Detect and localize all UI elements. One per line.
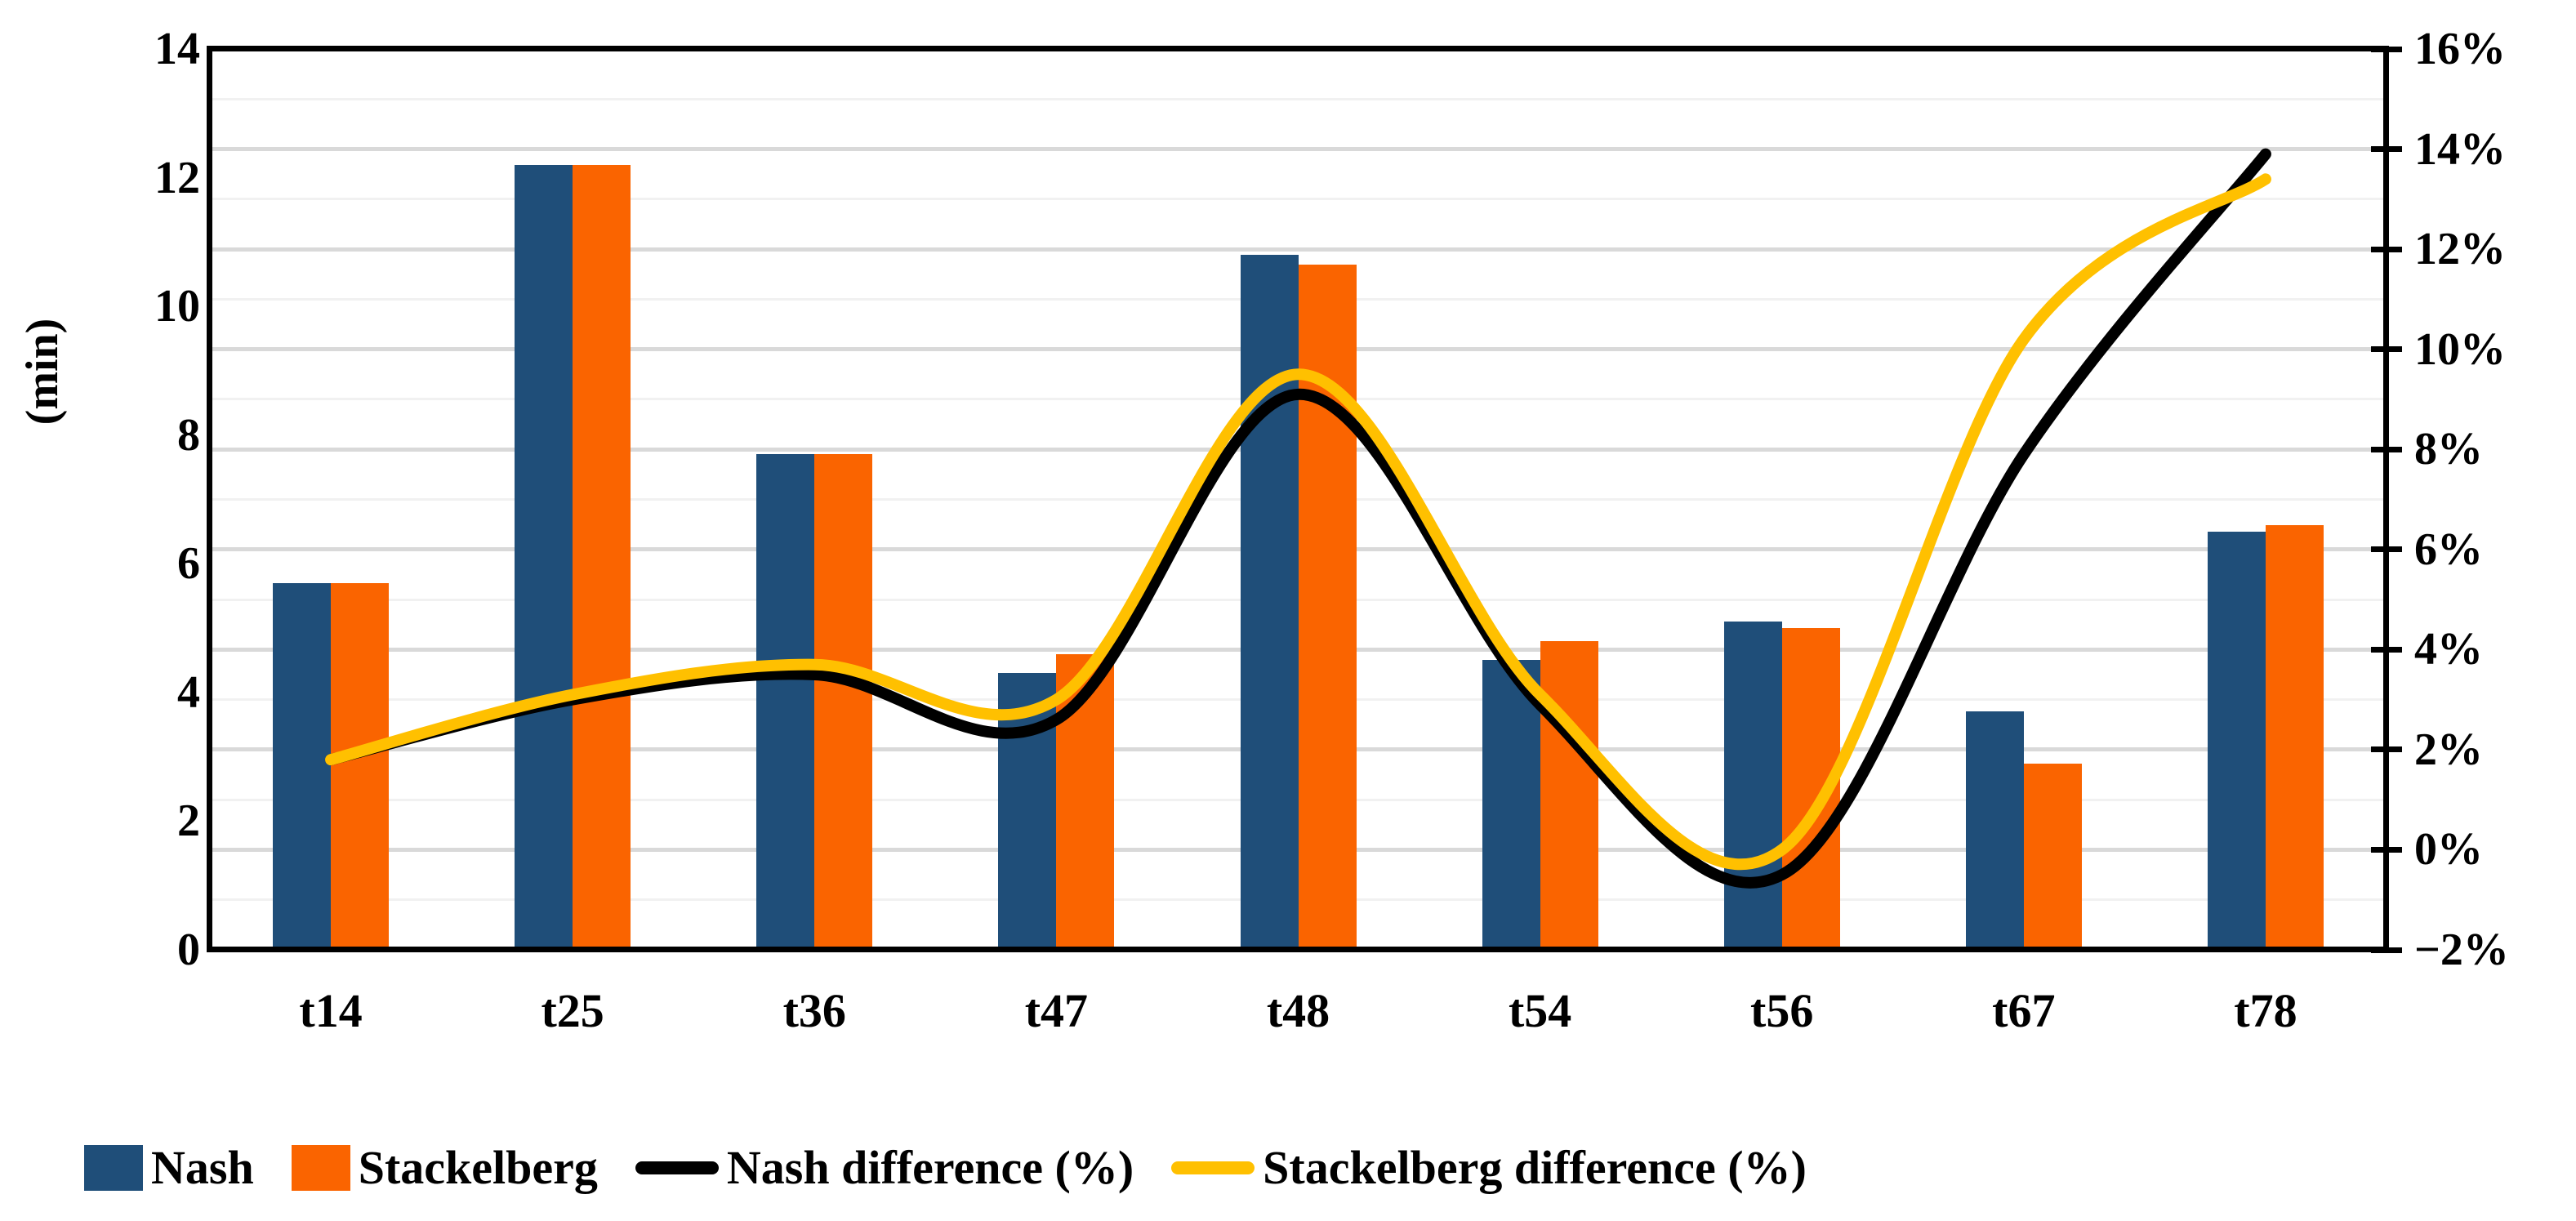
- legend-bar-swatch: [84, 1145, 143, 1191]
- right-axis-tick-mark: [2371, 146, 2402, 153]
- left-axis-tick-label: 6: [177, 538, 200, 590]
- major-gridline: [210, 147, 2387, 152]
- legend-label: Nash difference (%): [726, 1141, 1134, 1194]
- legend: Nash Stackelberg Nash difference (%) Stacke…: [84, 1131, 1807, 1205]
- bar-stackelberg-t54: [1540, 640, 1598, 950]
- legend-label: Stackelberg difference (%): [1263, 1141, 1807, 1194]
- x-label-t47: t47: [1024, 984, 1089, 1037]
- right-axis-tick-label: 12%: [2414, 224, 2506, 275]
- minor-gridline: [210, 97, 2387, 100]
- right-axis-tick-label: 2%: [2414, 724, 2483, 775]
- lines-layer: [325, 148, 2271, 889]
- right-axis-tick-label: 0%: [2414, 824, 2483, 876]
- bar-stackelberg-t25: [573, 164, 631, 950]
- bar-nash-t25: [515, 164, 573, 950]
- legend-line-swatch: [635, 1161, 719, 1174]
- left-axis-tick-label: 14: [154, 24, 200, 74]
- legend-item-stackelberg-difference: Stackelberg difference (%): [1171, 1135, 1807, 1201]
- right-axis-tick-label: 8%: [2414, 424, 2483, 475]
- stackelberg-difference-line: [325, 173, 2271, 871]
- x-label-t36: t36: [782, 984, 846, 1037]
- legend-item-nash: Nash: [84, 1135, 254, 1201]
- right-axis-tick-label: 10%: [2414, 323, 2506, 375]
- legend-item-nash-difference: Nash difference (%): [635, 1135, 1134, 1201]
- right-axis-tick-mark: [2371, 346, 2402, 353]
- legend-line-swatch: [1171, 1161, 1255, 1174]
- x-label-t48: t48: [1266, 984, 1330, 1037]
- left-axis-tick-label: 0: [177, 925, 200, 975]
- bar-stackelberg-t67: [2023, 763, 2082, 950]
- x-label-t14: t14: [299, 984, 363, 1037]
- bar-nash-t54: [1482, 660, 1540, 950]
- right-axis-tick-label: 4%: [2414, 624, 2483, 675]
- x-label-t78: t78: [2234, 984, 2297, 1037]
- right-axis-tick-mark: [2371, 546, 2402, 553]
- left-axis-tick-label: 8: [177, 409, 200, 461]
- x-label-t56: t56: [1750, 984, 1814, 1037]
- right-axis-tick-mark: [2371, 246, 2402, 252]
- right-axis-tick-mark: [2371, 446, 2402, 452]
- bar-stackelberg-t14: [331, 582, 390, 950]
- x-label-t54: t54: [1508, 984, 1572, 1037]
- bar-nash-t78: [2207, 531, 2266, 950]
- left-axis-tick-label: 2: [177, 795, 200, 847]
- right-axis-tick-mark: [2371, 746, 2402, 753]
- right-axis-tick-label: −2%: [2414, 925, 2509, 975]
- legend-label: Stackelberg: [358, 1141, 598, 1194]
- right-axis-tick-mark: [2371, 947, 2402, 953]
- nash-difference-line: [325, 148, 2271, 889]
- bar-nash-t56: [1723, 622, 1782, 950]
- right-axis-tick-mark: [2371, 846, 2402, 853]
- bar-nash-t14: [273, 582, 332, 950]
- x-label-t67: t67: [1992, 984, 2056, 1037]
- right-axis-tick-label: 6%: [2414, 524, 2483, 575]
- x-label-t25: t25: [541, 984, 604, 1037]
- legend-label: Nash: [151, 1141, 254, 1194]
- major-gridline: [210, 247, 2387, 252]
- legend-bar-swatch: [291, 1145, 350, 1191]
- right-axis-tick-mark: [2371, 46, 2402, 52]
- right-axis-tick-label: 14%: [2414, 123, 2506, 175]
- right-axis-tick-mark: [2371, 646, 2402, 653]
- bar-nash-t67: [1965, 711, 2024, 950]
- y-axis-title: (min): [17, 318, 68, 426]
- minor-gridline: [210, 198, 2387, 201]
- right-axis-tick-label: 16%: [2414, 24, 2506, 74]
- left-axis-tick-label: 10: [154, 281, 200, 332]
- bar-stackelberg-t47: [1056, 653, 1115, 950]
- bar-stackelberg-t78: [2265, 525, 2324, 950]
- left-axis-tick-label: 12: [154, 152, 200, 203]
- bar-stackelberg-t36: [814, 454, 873, 950]
- left-axis-tick-label: 4: [177, 666, 200, 718]
- plot-border: [207, 46, 2389, 952]
- legend-item-stackelberg: Stackelberg: [291, 1135, 598, 1201]
- bar-nash-t36: [756, 454, 815, 950]
